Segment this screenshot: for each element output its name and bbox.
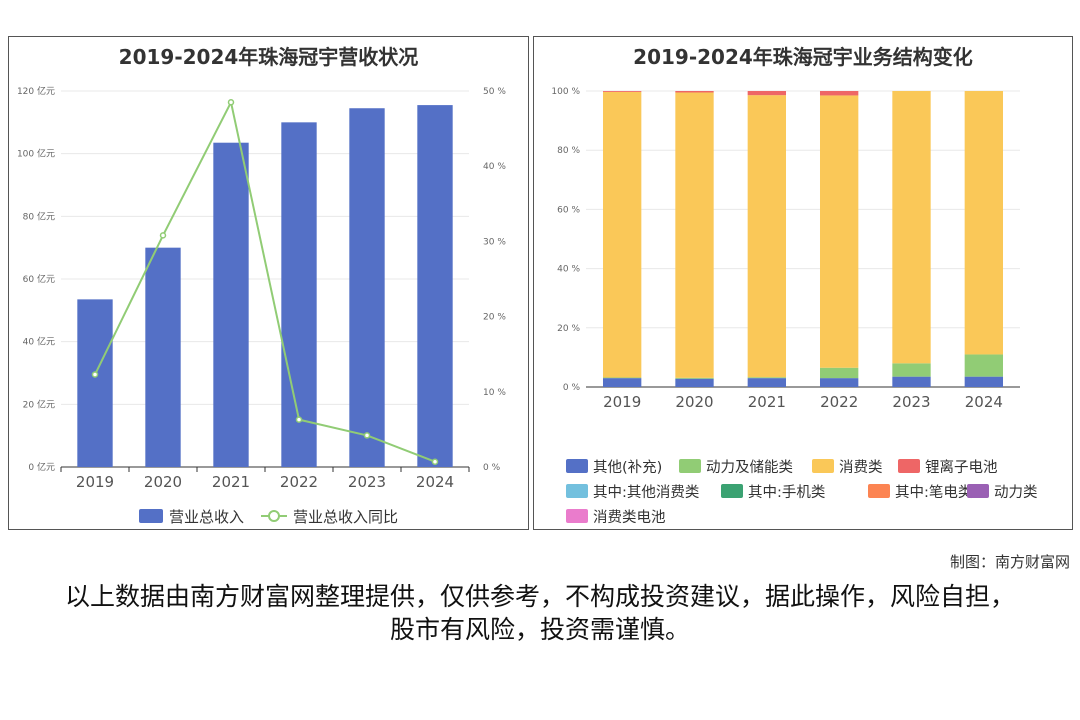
stack-segment xyxy=(675,378,714,387)
disclaimer-text: 以上数据由南方财富网整理提供，仅供参考，不构成投资建议，据此操作，风险自担，股市… xyxy=(64,582,1015,644)
stack-segment xyxy=(964,91,1004,355)
revenue-chart-panel: 2019-2024年珠海冠宇营收状况 0 亿元 20 亿元 40 亿元 60 亿元 80… xyxy=(8,36,529,530)
y2-tick-label: 10 % xyxy=(483,388,506,398)
chart-title: 2019-2024年珠海冠宇业务结构变化 xyxy=(633,45,973,69)
y-tick-label: 20 亿元 xyxy=(23,398,55,410)
yoy-point xyxy=(159,232,167,239)
yoy-point xyxy=(363,432,371,439)
x-tick-label: 2020 xyxy=(144,473,182,491)
legend-label: 消费类 xyxy=(839,459,883,476)
stack-segment xyxy=(819,91,859,96)
revenue-bar xyxy=(77,299,113,467)
chart-title: 2019-2024年珠海冠宇营收状况 xyxy=(118,45,419,69)
legend-label: 动力类 xyxy=(994,484,1038,501)
y2-tick-label: 50 % xyxy=(483,87,506,97)
y-tick-label: 100 亿元 xyxy=(17,148,55,160)
y-tick-label: 20 % xyxy=(557,324,580,334)
stack-segment xyxy=(675,91,714,93)
stack-segment xyxy=(602,91,642,92)
legend-swatch xyxy=(812,459,834,473)
y-tick-label: 80 亿元 xyxy=(23,210,55,222)
stack-segment xyxy=(747,95,787,378)
y-tick-label: 40 亿元 xyxy=(23,336,55,348)
y2-tick-label: 0 % xyxy=(483,463,501,473)
legend-label: 动力及储能类 xyxy=(706,459,793,476)
yoy-point xyxy=(91,371,99,378)
y-tick-label: 60 亿元 xyxy=(23,273,55,285)
stack-segment xyxy=(964,354,1004,377)
legend-marker-yoy xyxy=(268,510,280,522)
stack-segment xyxy=(819,367,859,379)
x-tick-label: 2024 xyxy=(965,393,1003,411)
stack-segment xyxy=(747,378,787,387)
x-tick-label: 2021 xyxy=(212,473,250,491)
x-tick-label: 2022 xyxy=(820,393,858,411)
revenue-chart: 0 亿元 20 亿元 40 亿元 60 亿元 80 亿元 100 亿元 120 亿元 0 % 1… xyxy=(17,85,506,526)
yoy-line xyxy=(94,99,436,463)
y-tick-label: 0 亿元 xyxy=(28,461,55,473)
business-structure-chart: 0 % 20 % 40 % 60 % 80 % 100 % 2019 2020 2021 2022… xyxy=(551,87,1038,526)
stack-segment xyxy=(819,378,859,387)
stack-segment xyxy=(819,95,859,368)
legend-label: 其中:手机类 xyxy=(748,484,825,501)
y-tick-label: 0 % xyxy=(563,383,581,393)
x-tick-label: 2023 xyxy=(348,473,386,491)
legend-swatch-revenue xyxy=(139,509,163,523)
y-tick-label: 80 % xyxy=(557,146,580,156)
x-tick-label: 2019 xyxy=(603,393,641,411)
x-tick-label: 2023 xyxy=(892,393,930,411)
business-structure-chart-panel: 2019-2024年珠海冠宇业务结构变化 0 % 20 % 40 % 60 % 80 %… xyxy=(533,36,1073,530)
y-tick-label: 120 亿元 xyxy=(17,85,55,97)
y2-tick-label: 40 % xyxy=(483,162,506,172)
stack-segment xyxy=(602,378,642,387)
y-tick-label: 60 % xyxy=(557,205,580,215)
x-tick-label: 2020 xyxy=(675,393,713,411)
revenue-bar xyxy=(213,142,249,467)
stack-segment xyxy=(602,377,642,379)
stack-segment xyxy=(892,363,931,377)
stack-segment xyxy=(964,376,1004,387)
x-tick-label: 2024 xyxy=(416,473,454,491)
revenue-bar xyxy=(145,247,181,467)
y-tick-label: 40 % xyxy=(557,265,580,275)
legend-swatch xyxy=(898,459,920,473)
stack-segment xyxy=(892,376,931,387)
x-tick-label: 2021 xyxy=(748,393,786,411)
legend-swatch xyxy=(721,484,743,498)
chart-credit: 制图：南方财富网 xyxy=(949,553,1070,571)
yoy-point xyxy=(295,416,303,423)
revenue-bar xyxy=(417,105,453,467)
stack-segment xyxy=(747,91,787,96)
x-tick-label: 2019 xyxy=(76,473,114,491)
legend-label: 营业总收入 xyxy=(169,508,244,526)
legend-swatch xyxy=(679,459,701,473)
y-tick-label: 100 % xyxy=(551,87,580,97)
legend-swatch xyxy=(566,459,588,473)
y2-tick-label: 30 % xyxy=(483,237,506,247)
yoy-point xyxy=(227,99,235,106)
legend-swatch xyxy=(967,484,989,498)
legend-label: 其中:其他消费类 xyxy=(593,484,699,501)
legend-label: 消费类电池 xyxy=(593,509,666,526)
stack-segment xyxy=(675,377,714,379)
legend-swatch xyxy=(566,509,588,523)
stack-segment xyxy=(602,91,642,378)
legend-swatch xyxy=(868,484,890,498)
yoy-point xyxy=(431,458,439,465)
y2-tick-label: 20 % xyxy=(483,313,506,323)
stack-segment xyxy=(675,92,714,378)
revenue-bar xyxy=(281,122,317,467)
legend-label: 其他(补充) xyxy=(593,459,662,476)
revenue-bar xyxy=(349,108,385,467)
x-tick-label: 2022 xyxy=(280,473,318,491)
legend-label: 其中:笔电类 xyxy=(895,484,972,501)
legend-swatch xyxy=(566,484,588,498)
legend-label: 营业总收入同比 xyxy=(293,508,398,526)
stack-segment xyxy=(747,377,787,379)
legend-label: 锂离子电池 xyxy=(925,459,998,476)
stack-segment xyxy=(892,91,931,364)
